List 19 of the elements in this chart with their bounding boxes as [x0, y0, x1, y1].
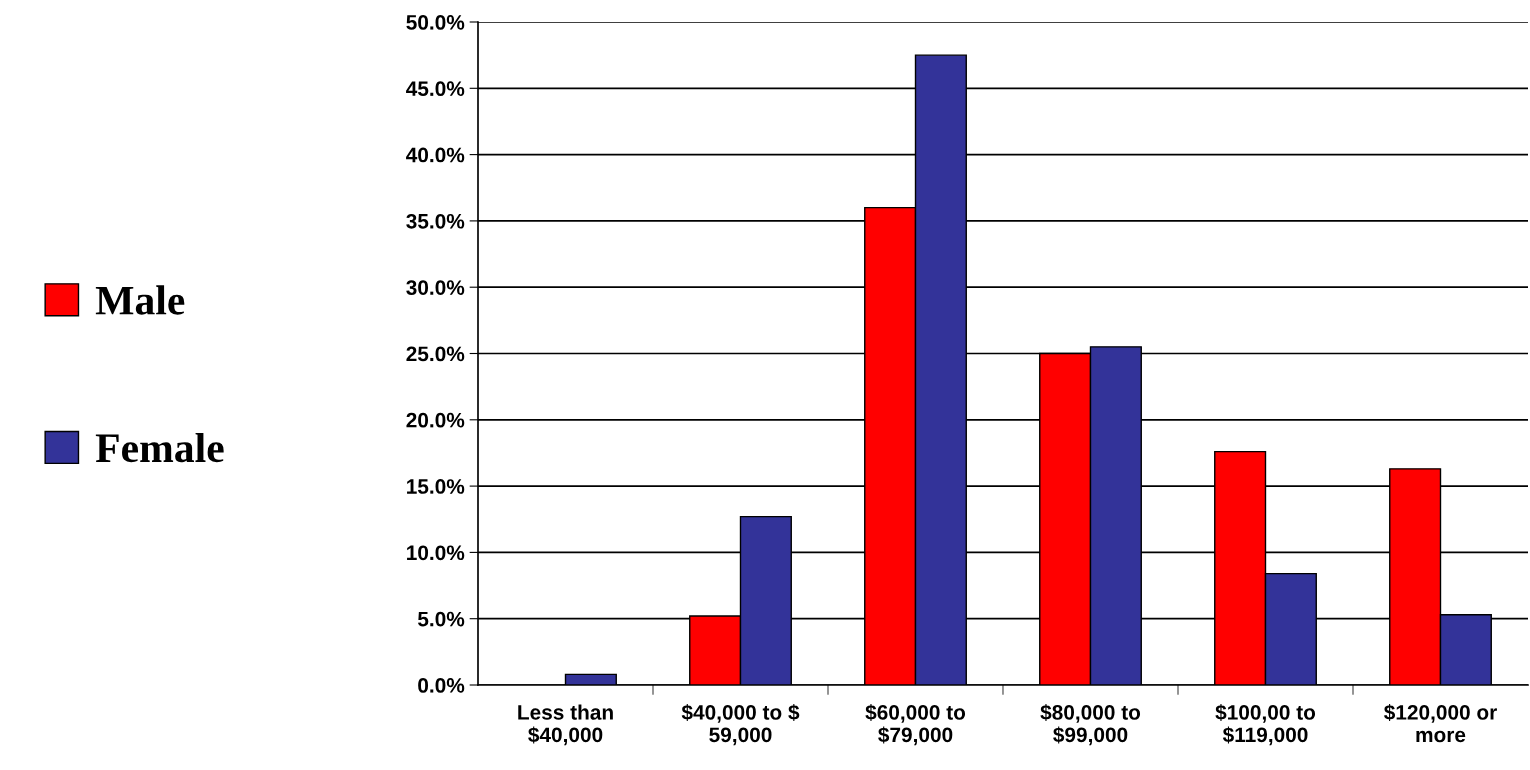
x-tick-label: $40,000 to $ 59,000	[681, 704, 800, 746]
y-tick-label: 40.0%	[406, 147, 465, 163]
y-tick-label: 50.0%	[406, 15, 465, 30]
y-tick-label: 10.0%	[407, 545, 465, 561]
y-tick-label: 15.0%	[407, 479, 465, 494]
y-tick-label: 0.0%	[418, 678, 465, 693]
legend-label: Female	[95, 432, 224, 463]
y-tick-label: 20.0%	[406, 412, 465, 428]
y-tick-label: 35.0%	[406, 213, 465, 229]
legend-label: Male	[95, 285, 185, 315]
y-tick-label: 5.0%	[417, 611, 465, 627]
y-tick-label: 30.0%	[406, 280, 465, 295]
x-tick-label: $100,00 to $119,000	[1215, 704, 1316, 746]
y-tick-label: 45.0%	[406, 81, 465, 97]
x-tick-label: Less than $40,000	[518, 704, 613, 746]
x-tick-label: $60,000 to $79,000	[865, 704, 966, 746]
x-tick-label: $120,000 or more	[1384, 704, 1497, 743]
x-tick-label: $80,000 to $99,000	[1040, 704, 1141, 746]
y-tick-label: 25.0%	[406, 346, 465, 362]
